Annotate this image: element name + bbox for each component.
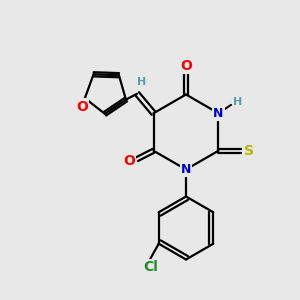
Text: S: S	[244, 144, 254, 158]
Text: O: O	[123, 154, 135, 168]
Text: Cl: Cl	[143, 260, 158, 274]
Text: N: N	[213, 107, 224, 120]
Text: H: H	[233, 98, 242, 107]
Text: N: N	[181, 163, 191, 176]
Text: H: H	[137, 77, 146, 87]
Text: O: O	[76, 100, 88, 114]
Text: O: O	[180, 59, 192, 73]
